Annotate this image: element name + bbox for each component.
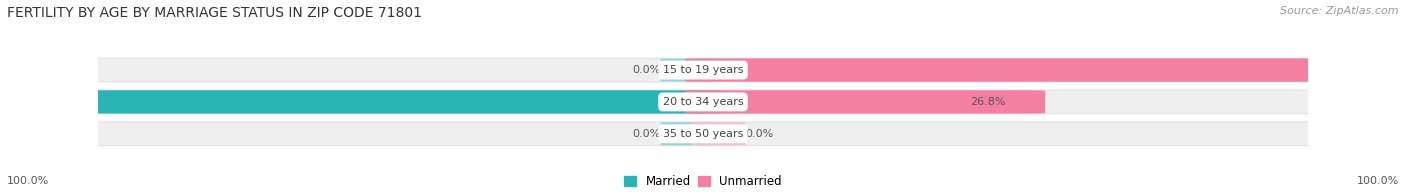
Text: 100.0%: 100.0%	[7, 176, 49, 186]
Text: 0.0%: 0.0%	[633, 129, 661, 139]
FancyBboxPatch shape	[75, 90, 1331, 114]
Text: Source: ZipAtlas.com: Source: ZipAtlas.com	[1281, 6, 1399, 16]
Text: 15 to 19 years: 15 to 19 years	[662, 65, 744, 75]
FancyBboxPatch shape	[661, 122, 716, 145]
FancyBboxPatch shape	[661, 59, 716, 82]
Text: 20 to 34 years: 20 to 34 years	[662, 97, 744, 107]
FancyBboxPatch shape	[0, 90, 721, 113]
FancyBboxPatch shape	[75, 122, 1331, 146]
Text: 26.8%: 26.8%	[970, 97, 1005, 107]
Text: 0.0%: 0.0%	[745, 129, 773, 139]
FancyBboxPatch shape	[685, 90, 1045, 113]
FancyBboxPatch shape	[75, 58, 1331, 82]
Text: FERTILITY BY AGE BY MARRIAGE STATUS IN ZIP CODE 71801: FERTILITY BY AGE BY MARRIAGE STATUS IN Z…	[7, 6, 422, 20]
Text: 0.0%: 0.0%	[633, 65, 661, 75]
Legend: Married, Unmarried: Married, Unmarried	[624, 175, 782, 188]
FancyBboxPatch shape	[690, 122, 745, 145]
FancyBboxPatch shape	[685, 58, 1406, 82]
Text: 100.0%: 100.0%	[1357, 176, 1399, 186]
Text: 35 to 50 years: 35 to 50 years	[662, 129, 744, 139]
